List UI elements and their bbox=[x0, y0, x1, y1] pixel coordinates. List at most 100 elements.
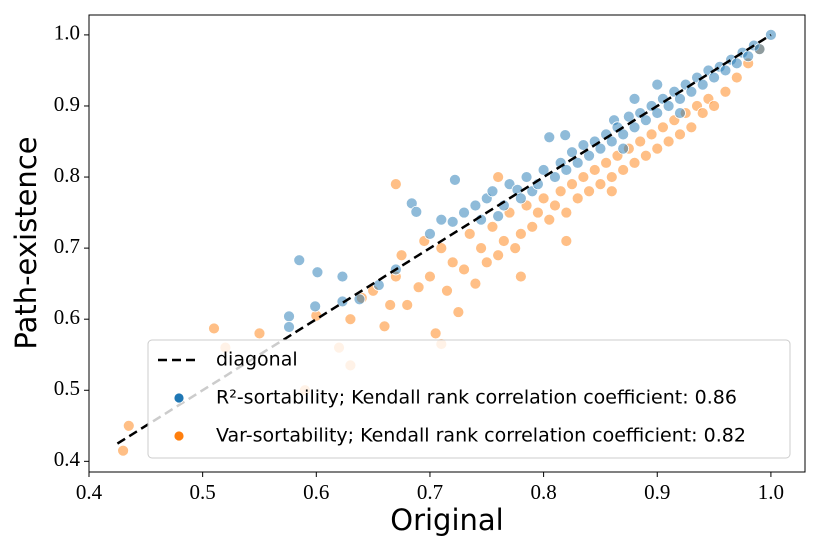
scatter-point bbox=[486, 185, 499, 198]
scatter-point bbox=[526, 220, 539, 233]
y-tick-label: 0.4 bbox=[54, 447, 81, 471]
scatter-point bbox=[651, 107, 664, 119]
scatter-point bbox=[253, 327, 266, 340]
scatter-point bbox=[475, 242, 487, 255]
scatter-point bbox=[634, 135, 647, 148]
scatter-point bbox=[566, 178, 578, 191]
scatter-point bbox=[452, 306, 465, 318]
scatter-point bbox=[532, 206, 544, 219]
scatter-point bbox=[605, 135, 618, 148]
scatter-point bbox=[549, 199, 561, 212]
scatter-point bbox=[639, 149, 652, 162]
scatter-point bbox=[435, 242, 448, 255]
scatter-point bbox=[486, 220, 499, 233]
scatter-point bbox=[384, 299, 397, 311]
scatter-point bbox=[537, 192, 550, 205]
scatter-point bbox=[628, 156, 641, 169]
scatter-point bbox=[674, 107, 686, 119]
x-tick-label: 0.7 bbox=[417, 480, 443, 504]
scatter-point bbox=[283, 310, 295, 323]
plot-frame bbox=[88, 14, 806, 473]
y-tick-label: 0.8 bbox=[54, 163, 80, 187]
scatter-point bbox=[685, 121, 698, 134]
legend: diagonal R²-sortability; Kendall rank cor… bbox=[147, 339, 791, 459]
scatter-point bbox=[389, 178, 402, 191]
scatter-point bbox=[458, 263, 470, 276]
scatter-point bbox=[628, 121, 641, 134]
y-tick-label: 0.5 bbox=[54, 376, 80, 400]
x-tick-label: 0.8 bbox=[530, 480, 556, 504]
scatter-point bbox=[645, 128, 658, 141]
scatter-point bbox=[588, 164, 601, 176]
scatter-point bbox=[311, 266, 324, 279]
scatter-point bbox=[605, 171, 618, 183]
y-axis-label: Path-existence bbox=[9, 136, 43, 349]
scatter-point bbox=[674, 92, 686, 105]
scatter-point bbox=[435, 213, 448, 226]
legend-box bbox=[147, 339, 791, 459]
scatter-point bbox=[543, 213, 556, 226]
y-tick-label: 0.7 bbox=[54, 234, 80, 258]
scatter-point bbox=[492, 210, 505, 223]
legend-marker bbox=[173, 392, 185, 404]
scatter-point bbox=[514, 192, 527, 205]
scatter-point bbox=[554, 185, 567, 198]
scatter-point bbox=[719, 85, 732, 98]
x-tick-label: 0.5 bbox=[190, 480, 216, 504]
scatter-point bbox=[401, 299, 414, 311]
scatter-point bbox=[765, 29, 777, 41]
scatter-point bbox=[617, 164, 630, 176]
legend-label: diagonal bbox=[216, 349, 298, 371]
scatter-point bbox=[514, 270, 527, 283]
scatter-point bbox=[424, 228, 436, 240]
scatter-point bbox=[537, 164, 550, 176]
x-axis-label: Original bbox=[390, 503, 503, 537]
legend-label: Var-sortability; Kendall rank correlatio… bbox=[216, 425, 746, 447]
scatter-point bbox=[497, 235, 510, 247]
scatter-point bbox=[696, 107, 709, 119]
scatter-point bbox=[594, 142, 607, 155]
scatter-point bbox=[571, 156, 584, 169]
scatter-point bbox=[469, 199, 482, 212]
x-tick-label: 0.4 bbox=[76, 480, 103, 504]
scatter-point bbox=[480, 256, 493, 269]
scatter-point bbox=[662, 135, 675, 148]
scatter-point bbox=[617, 142, 630, 155]
scatter-point bbox=[594, 178, 607, 191]
scatter-point bbox=[429, 327, 442, 340]
y-tick-label: 1.0 bbox=[54, 21, 80, 45]
scatter-point bbox=[492, 249, 505, 262]
scatter-point bbox=[674, 128, 686, 141]
scatter-point bbox=[605, 185, 618, 198]
scatter-point bbox=[520, 171, 533, 183]
scatter-point bbox=[708, 71, 720, 84]
scatter-point bbox=[122, 419, 135, 432]
scatter-point bbox=[441, 284, 453, 297]
scatter-point bbox=[651, 142, 664, 155]
legend-label: R²-sortability; Kendall rank correlation… bbox=[216, 387, 737, 409]
scatter-point bbox=[372, 279, 385, 291]
scatter-point bbox=[378, 320, 391, 333]
x-tick-label: 0.9 bbox=[644, 480, 670, 504]
scatter-point bbox=[708, 100, 720, 112]
scatter-point bbox=[622, 110, 635, 123]
scatter-point bbox=[566, 146, 578, 159]
scatter-point bbox=[336, 270, 349, 283]
scatter-point bbox=[446, 256, 459, 269]
scatter-point bbox=[509, 242, 522, 255]
scatter-point bbox=[639, 114, 652, 127]
scatter-point bbox=[293, 254, 306, 267]
scatter-point bbox=[730, 57, 743, 70]
scatter-point bbox=[559, 129, 572, 142]
y-tick-label: 0.9 bbox=[54, 92, 80, 116]
scatter-point bbox=[463, 228, 476, 240]
scatter-point bbox=[685, 85, 698, 98]
scatter-point bbox=[583, 149, 595, 162]
scatter-point bbox=[412, 281, 425, 294]
scatter-point bbox=[353, 293, 366, 306]
scatter-point bbox=[208, 322, 220, 335]
scatter-point bbox=[742, 50, 755, 63]
scatter-point bbox=[571, 192, 584, 205]
scatter-point bbox=[577, 171, 590, 183]
